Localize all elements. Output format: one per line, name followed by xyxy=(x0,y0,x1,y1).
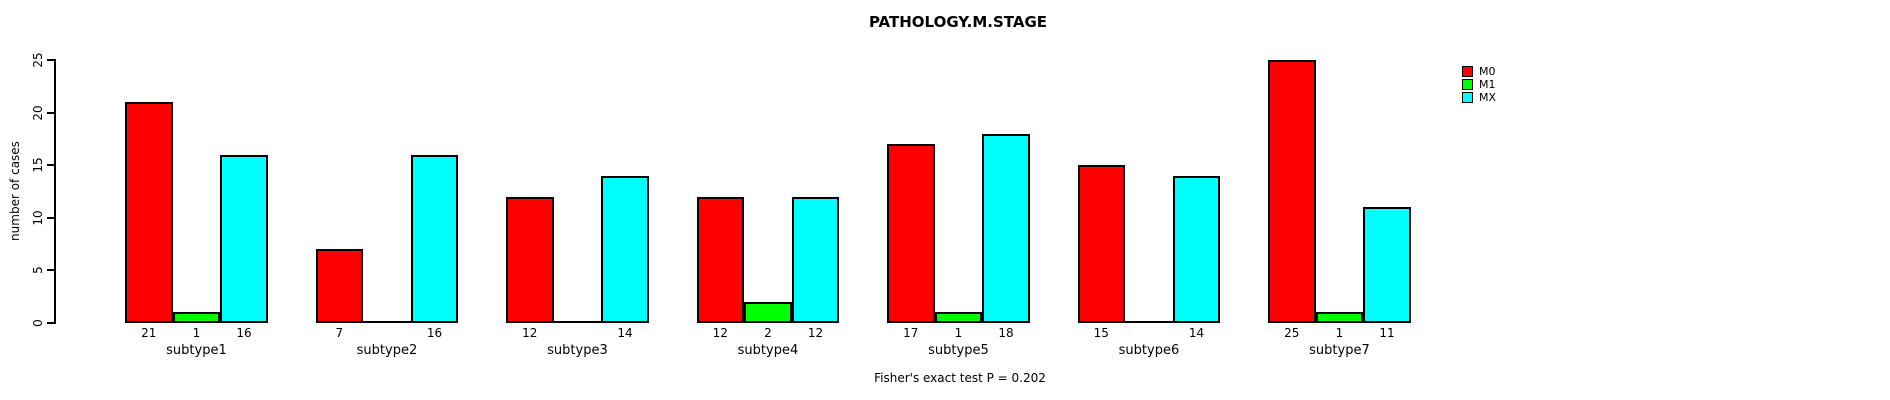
category-label-subtype6: subtype6 xyxy=(1118,343,1180,358)
bar-M1-subtype7 xyxy=(1315,312,1364,323)
category-label-subtype7: subtype7 xyxy=(1309,343,1370,358)
bar-M1-subtype3 xyxy=(553,321,602,323)
category-label-subtype3: subtype3 xyxy=(547,343,608,358)
legend-label-M0: M0 xyxy=(1479,65,1496,78)
bar-MX-subtype7 xyxy=(1363,207,1411,323)
y-tick-mark xyxy=(47,59,54,61)
legend-item-MX: MX xyxy=(1462,91,1496,104)
bar-value-label: 14 xyxy=(617,326,633,340)
bar-MX-subtype4 xyxy=(791,196,840,323)
y-tick-label: 25 xyxy=(31,52,45,68)
bar-M0-subtype1 xyxy=(125,102,173,323)
bar-value-label: 12 xyxy=(712,326,728,340)
legend: M0 M1 MX xyxy=(1462,65,1496,104)
bar-MX-subtype6 xyxy=(1172,175,1221,323)
bar-M1-subtype6 xyxy=(1125,321,1173,323)
legend-item-M0: M0 xyxy=(1462,65,1496,78)
category-label-subtype1: subtype1 xyxy=(166,343,227,358)
y-axis-title: number of cases xyxy=(8,141,22,241)
category-label-subtype4: subtype4 xyxy=(737,343,799,358)
legend-swatch-M1 xyxy=(1462,79,1473,90)
bar-M0-subtype7 xyxy=(1268,60,1316,323)
bar-M1-subtype4 xyxy=(744,301,792,323)
bar-MX-subtype2 xyxy=(410,154,459,323)
bar-M1-subtype1 xyxy=(172,312,221,323)
bar-M1-subtype5 xyxy=(934,312,983,323)
bar-value-label: 12 xyxy=(522,326,538,340)
bar-M1-subtype2 xyxy=(363,321,411,323)
y-tick-mark xyxy=(47,164,54,167)
chart-title: PATHOLOGY.M.STAGE xyxy=(868,13,1048,31)
category-label-subtype5: subtype5 xyxy=(928,343,989,358)
legend-label-MX: MX xyxy=(1479,91,1497,104)
bar-MX-subtype1 xyxy=(220,154,268,323)
y-tick-label: 15 xyxy=(31,157,45,173)
legend-item-M1: M1 xyxy=(1462,78,1496,91)
bar-value-label: 15 xyxy=(1093,326,1109,340)
bar-value-label: 1 xyxy=(954,326,963,340)
bar-value-label: 18 xyxy=(998,326,1014,340)
bar-value-label: 14 xyxy=(1188,326,1205,340)
bar-MX-subtype3 xyxy=(601,175,649,323)
bar-M0-subtype4 xyxy=(696,196,745,323)
legend-swatch-MX xyxy=(1462,92,1473,103)
bar-value-label: 17 xyxy=(903,326,919,340)
bar-M0-subtype6 xyxy=(1077,165,1126,323)
bar-M0-subtype2 xyxy=(315,249,364,323)
y-tick-label: 10 xyxy=(31,210,45,226)
bar-value-label: 25 xyxy=(1284,326,1300,340)
y-axis-line xyxy=(54,59,56,324)
bar-value-label: 2 xyxy=(764,326,772,340)
bar-value-label: 16 xyxy=(236,326,252,340)
footnote: Fisher's exact test P = 0.202 xyxy=(874,371,1046,385)
y-tick-label: 5 xyxy=(31,266,45,275)
bar-value-label: 11 xyxy=(1379,326,1395,340)
y-tick-mark xyxy=(47,269,54,272)
bar-M0-subtype5 xyxy=(887,144,935,323)
y-tick-mark xyxy=(47,111,54,114)
y-tick-mark xyxy=(47,216,54,219)
bar-value-label: 1 xyxy=(192,326,201,340)
bar-MX-subtype5 xyxy=(982,133,1030,323)
bar-M0-subtype3 xyxy=(506,196,554,323)
bar-value-label: 12 xyxy=(807,326,824,340)
bar-value-label: 16 xyxy=(426,326,443,340)
y-tick-label: 20 xyxy=(31,104,45,121)
legend-swatch-M0 xyxy=(1462,66,1473,77)
y-tick-label: 0 xyxy=(31,319,45,327)
y-tick-mark xyxy=(47,322,54,324)
category-label-subtype2: subtype2 xyxy=(356,343,418,358)
bar-value-label: 21 xyxy=(141,326,157,340)
legend-label-M1: M1 xyxy=(1479,78,1496,91)
bar-value-label: 1 xyxy=(1335,326,1344,340)
bar-value-label: 7 xyxy=(335,326,344,340)
